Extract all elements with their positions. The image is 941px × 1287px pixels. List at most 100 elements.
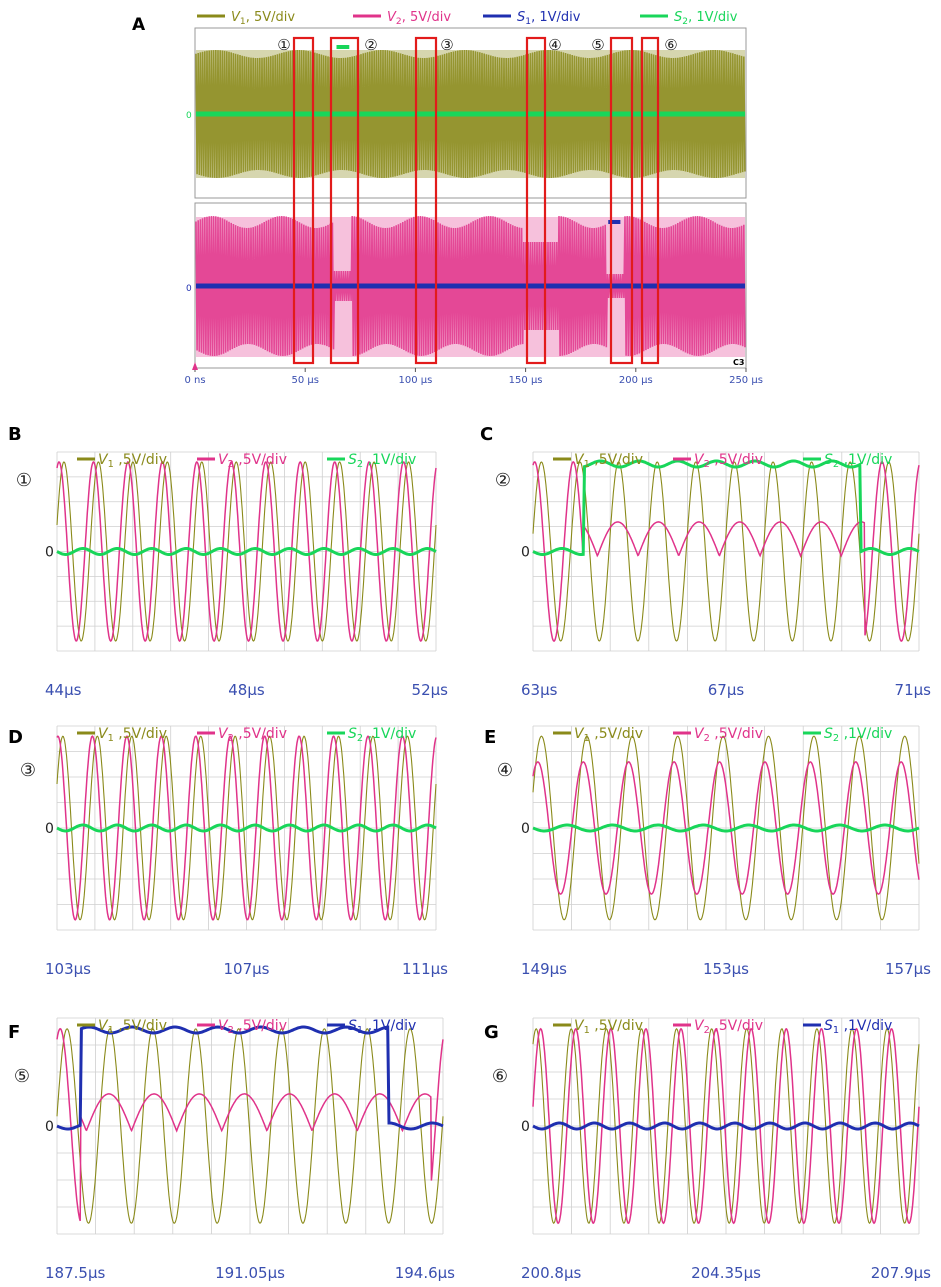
window-marker: ⑥ xyxy=(664,36,677,54)
v2-trace xyxy=(532,1027,920,1225)
window-marker: ④ xyxy=(548,36,561,54)
v1-trace xyxy=(532,1028,920,1224)
x-tick-label: 191.05μs xyxy=(215,1264,285,1282)
legend-entry: S2 ,1V/div xyxy=(348,452,416,470)
panel-g: G ⑥ 0 V1 ,5V/div V2 ,5V/div S1 ,1V/div 200.8μs… xyxy=(484,1017,931,1282)
v2-trace xyxy=(532,761,920,895)
zero-label: 0 xyxy=(45,1119,54,1135)
panel-label: F xyxy=(8,1022,20,1043)
legend-entry: V2 ,5V/div xyxy=(218,1018,287,1036)
x-tick-label: 63μs xyxy=(521,681,558,699)
legend-entry: V1 ,5V/div xyxy=(574,726,643,744)
panel-label: A xyxy=(132,15,146,35)
x-tick-label: 50 µs xyxy=(291,375,318,386)
x-tick-label: 204.35μs xyxy=(691,1264,761,1282)
legend-entry: S1 ,1V/div xyxy=(348,1018,416,1036)
window-marker: ③ xyxy=(440,36,453,54)
v1-trace xyxy=(532,461,920,642)
legend-entry: V2 ,5V/div xyxy=(694,1018,763,1036)
x-tick-label: 71μs xyxy=(895,681,932,699)
panel-label: G xyxy=(484,1022,499,1043)
window-marker: ⑤ xyxy=(14,1066,30,1087)
legend-entry: V2, 5V/div xyxy=(387,10,451,27)
legend-entry: S2 ,1V/div xyxy=(824,452,892,470)
s2-trace xyxy=(532,823,920,833)
legend-entry: S2 ,1V/div xyxy=(348,726,416,744)
window-box xyxy=(414,36,438,365)
legend-entry: V1 ,5V/div xyxy=(98,1018,167,1036)
x-tick-label: 200 µs xyxy=(619,375,653,386)
window-box xyxy=(292,36,315,365)
legend-entry: V2 ,5V/div xyxy=(218,726,287,744)
panel-c: C ② 0 V1 ,5V/div V2 ,5V/div S2 ,1V/div 63μs 67μ… xyxy=(480,424,931,699)
window-marker: ⑤ xyxy=(591,36,604,54)
x-tick-label: 194.6μs xyxy=(395,1264,455,1282)
zero-label: 0 xyxy=(186,284,192,294)
window-box xyxy=(329,36,360,365)
x-tick-label: 207.9μs xyxy=(871,1264,931,1282)
legend-entry: V1 ,5V/div xyxy=(98,452,167,470)
legend-entry: V2 ,5V/div xyxy=(694,726,763,744)
x-tick-label: 103μs xyxy=(45,960,91,978)
v1-trace xyxy=(532,735,920,921)
trigger-marker xyxy=(192,362,198,370)
window-box xyxy=(609,36,634,365)
legend-entry: S2 ,1V/div xyxy=(824,726,892,744)
panel-a: A V1, 5V/div V2, 5V/div S1, 1V/div S2, 1V/di… xyxy=(132,10,763,386)
x-tick-label: 100 µs xyxy=(398,375,432,386)
window-marker: ① xyxy=(277,36,290,54)
x-tick-label: 67μs xyxy=(708,681,745,699)
panel-label: B xyxy=(8,424,22,445)
channel-tag: C3 xyxy=(733,358,744,367)
legend-entry: V2 ,5V/div xyxy=(218,452,287,470)
x-tick-label: 200.8μs xyxy=(521,1264,581,1282)
s1-trace xyxy=(532,1121,920,1131)
window-marker: ① xyxy=(16,470,32,491)
x-tick-label: 52μs xyxy=(412,681,449,699)
zero-label: 0 xyxy=(521,1119,530,1135)
panel-label: C xyxy=(480,424,493,445)
zero-label: 0 xyxy=(45,545,54,561)
zero-label: 0 xyxy=(521,821,530,837)
s2-trace xyxy=(56,546,437,557)
x-tick-label: 0 ns xyxy=(184,375,205,386)
window-box xyxy=(640,36,660,365)
x-tick-label: 111μs xyxy=(402,960,448,978)
panel-d: D ③ 0 V1 ,5V/div V2 ,5V/div S2 ,1V/div 103μs 10… xyxy=(8,725,448,978)
legend-entry: S1, 1V/div xyxy=(517,10,581,27)
x-tick-label: 150 µs xyxy=(509,375,543,386)
legend-entry: S2, 1V/div xyxy=(674,10,738,27)
panel-b: B ① 0 V1 ,5V/div V2 ,5V/div S2 ,1V/div 44μs 48μ… xyxy=(8,424,448,699)
zero-label: 0 xyxy=(186,111,192,121)
legend-entry: S1 ,1V/div xyxy=(824,1018,892,1036)
window-box xyxy=(525,36,547,365)
panel-label: D xyxy=(8,727,23,748)
x-tick-label: 44μs xyxy=(45,681,82,699)
s2-trace xyxy=(56,823,437,833)
legend-entry: V1 ,5V/div xyxy=(574,1018,643,1036)
v2-trace xyxy=(56,460,437,643)
window-marker: ② xyxy=(495,470,511,491)
v2-trace xyxy=(56,1027,444,1222)
legend-entry: V1, 5V/div xyxy=(231,10,295,27)
x-tick-label: 187.5μs xyxy=(45,1264,105,1282)
x-tick-label: 107μs xyxy=(224,960,270,978)
window-marker: ④ xyxy=(497,760,513,781)
zero-label: 0 xyxy=(521,545,530,561)
panel-e: E④ 0 V1 ,5V/div V2 ,5V/div S2 ,1V/div 149μs 15… xyxy=(484,725,931,978)
s2-trace xyxy=(532,459,920,556)
v1-trace xyxy=(56,461,437,642)
legend-entry: V1 ,5V/div xyxy=(574,452,643,470)
window-marker: ③ xyxy=(20,760,36,781)
x-tick-label: 153μs xyxy=(703,960,749,978)
panel-label: E xyxy=(484,727,496,748)
v1-trace xyxy=(56,735,437,921)
x-tick-label: 48μs xyxy=(228,681,265,699)
x-tick-label: 149μs xyxy=(521,960,567,978)
x-tick-label: 157μs xyxy=(885,960,931,978)
legend-entry: V1 ,5V/div xyxy=(98,726,167,744)
window-marker: ⑥ xyxy=(492,1066,508,1087)
panel-f: F ⑤ 0 V1 ,5V/div V2 ,5V/div S1 ,1V/div 187.5μs… xyxy=(8,1017,455,1282)
zero-label: 0 xyxy=(45,821,54,837)
